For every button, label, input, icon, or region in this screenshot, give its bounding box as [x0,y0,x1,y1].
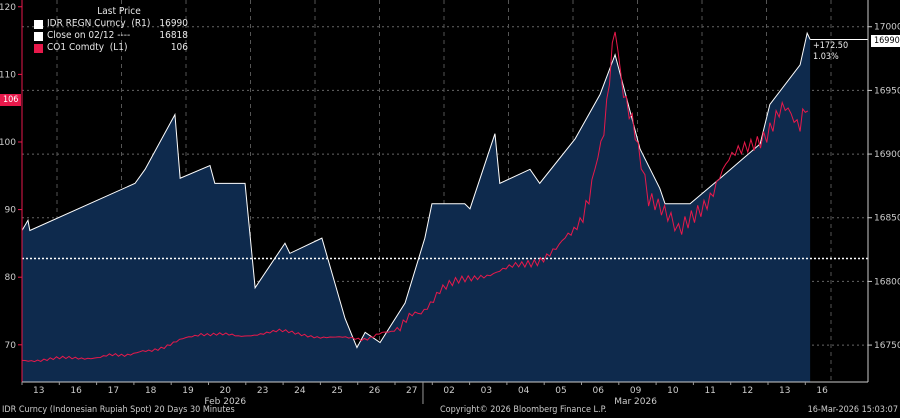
legend-swatch [34,31,43,41]
footer-timestamp: 16-Mar-2026 15:03:07 [807,405,898,415]
x-tick-label: 25 [331,386,342,396]
x-tick-label: 18 [145,386,157,396]
left-tick-label: 100 [0,138,16,148]
x-tick-label: 19 [182,386,194,396]
legend: Last Price IDR REGN Curncy (R1) 16990 Clo… [30,6,188,54]
left-tick-label: 80 [5,273,17,283]
x-tick-label: 06 [593,386,605,396]
legend-item-co1[interactable]: CO1 Comdty (L1) 106 [30,42,188,54]
x-tick-label: 12 [742,386,753,396]
x-tick-label: 11 [704,386,715,396]
x-tick-label: 13 [779,386,790,396]
right-tick-label: 16800 [874,277,900,287]
x-tick-label: 26 [369,386,381,396]
x-tick-label: 23 [257,386,268,396]
x-tick-label: 27 [406,386,417,396]
right-tick-label: 16950 [874,86,900,96]
x-tick-label: 09 [630,386,642,396]
month-label: Feb 2026 [204,397,246,407]
x-tick-label: 02 [443,386,454,396]
x-tick-label: 24 [294,386,306,396]
legend-item-close[interactable]: Close on 02/12 ---- 16818 [30,30,188,42]
legend-swatch [34,19,43,29]
legend-item-idr[interactable]: IDR REGN Curncy (R1) 16990 [30,18,188,30]
right-tick-label: 16900 [874,150,900,160]
right-tick-label: 17000 [874,23,900,33]
footer-security-description: IDR Curncy (Indonesian Rupiah Spot) 20 D… [2,405,235,415]
right-tick-label: 16750 [874,341,900,351]
x-tick-label: 17 [108,386,119,396]
right-last-value-badge: 16990 [871,35,900,47]
x-tick-label: 16 [816,386,828,396]
left-tick-label: 70 [5,341,17,351]
legend-title: Last Price [97,6,141,17]
change-percent: 1.03% [813,52,839,62]
left-last-value-badge: 106 [0,94,22,106]
x-tick-label: 20 [220,386,232,396]
x-tick-label: 10 [667,386,679,396]
legend-swatch [34,43,43,53]
left-tick-label: 110 [0,70,16,80]
left-tick-label: 90 [5,206,17,216]
x-tick-label: 16 [70,386,82,396]
co1-line [21,31,809,363]
footer-copyright: Copyright© 2026 Bloomberg Finance L.P. [440,405,607,415]
x-tick-label: 05 [555,386,566,396]
right-tick-label: 16850 [874,214,900,224]
idr-line [21,31,811,349]
x-tick-label: 03 [481,386,492,396]
change-annotation: +172.50 1.03% [813,41,848,63]
x-tick-label: 13 [33,386,44,396]
x-tick-label: 04 [518,386,530,396]
idr-area [22,33,811,382]
month-label: Mar 2026 [614,397,657,407]
left-tick-label: 120 [0,3,16,13]
change-value: +172.50 [813,41,849,51]
